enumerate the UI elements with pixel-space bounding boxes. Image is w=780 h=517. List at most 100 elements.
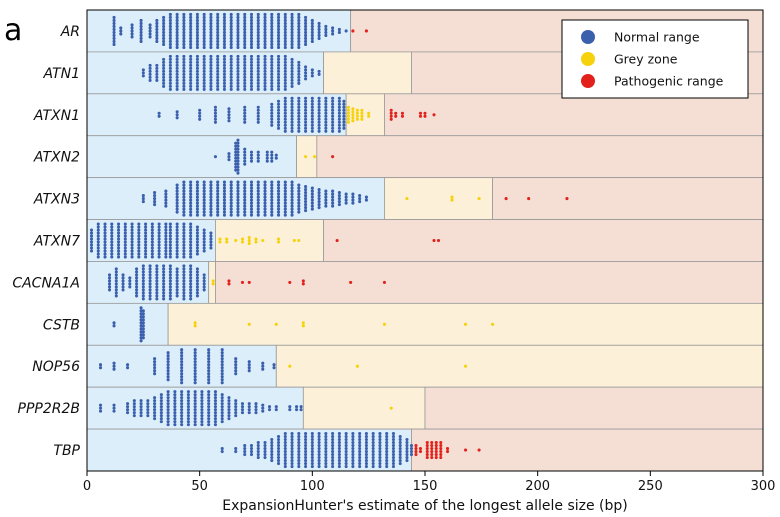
normal-point	[207, 372, 211, 376]
pathogenic-point	[418, 446, 423, 451]
normal-point	[202, 243, 206, 247]
normal-point	[195, 270, 199, 274]
normal-point	[220, 366, 224, 370]
normal-point	[182, 183, 186, 187]
normal-point	[270, 159, 274, 163]
band-grey-nop56	[275, 344, 764, 388]
normal-point	[168, 75, 172, 79]
normal-point	[141, 282, 145, 286]
normal-point	[263, 183, 267, 187]
normal-point	[96, 228, 100, 232]
normal-point	[110, 228, 114, 232]
normal-point	[157, 231, 161, 235]
normal-point	[240, 402, 245, 406]
normal-point	[157, 249, 161, 253]
normal-point	[132, 405, 136, 409]
normal-point	[139, 33, 143, 38]
normal-point	[193, 372, 197, 376]
normal-point	[123, 231, 127, 235]
normal-point	[243, 150, 247, 154]
normal-point	[202, 54, 206, 58]
normal-point	[189, 18, 193, 23]
normal-point	[148, 78, 152, 82]
x-tick-label-150: 150	[413, 479, 438, 494]
normal-point	[283, 437, 287, 442]
normal-point	[222, 180, 227, 184]
normal-point	[121, 282, 125, 286]
normal-point	[283, 452, 287, 457]
normal-point	[351, 461, 355, 466]
normal-point	[297, 449, 301, 454]
normal-point	[193, 393, 197, 397]
normal-point	[119, 26, 123, 30]
grey-zone-point	[234, 238, 238, 243]
normal-point	[310, 21, 314, 26]
normal-point	[236, 15, 240, 20]
normal-point	[290, 66, 294, 70]
normal-point	[89, 249, 94, 253]
normal-point	[263, 39, 267, 44]
normal-point	[234, 153, 238, 157]
normal-point	[283, 129, 287, 133]
normal-point	[209, 237, 213, 241]
normal-point	[270, 54, 274, 58]
normal-point	[202, 69, 206, 73]
normal-point	[249, 36, 254, 41]
zone-bands	[86, 9, 764, 472]
normal-point	[283, 198, 287, 202]
normal-point	[123, 240, 127, 244]
normal-point	[207, 378, 211, 382]
normal-point	[243, 24, 247, 29]
normal-point	[324, 33, 328, 38]
normal-point	[243, 210, 247, 214]
pathogenic-point	[418, 111, 423, 115]
normal-point	[236, 144, 240, 148]
normal-point	[310, 105, 314, 109]
normal-point	[182, 201, 186, 205]
pathogenic-point	[389, 111, 393, 115]
normal-point	[168, 87, 172, 91]
normal-point	[141, 285, 145, 289]
normal-point	[135, 267, 139, 271]
normal-point	[189, 234, 193, 238]
normal-point	[256, 33, 260, 38]
normal-point	[385, 461, 389, 466]
normal-point	[358, 461, 362, 466]
normal-point	[189, 78, 193, 82]
normal-point	[107, 288, 112, 292]
normal-point	[391, 437, 396, 442]
normal-point	[249, 443, 254, 448]
normal-point	[276, 42, 281, 47]
normal-point	[189, 294, 193, 298]
normal-point	[153, 360, 157, 364]
normal-point	[222, 66, 227, 70]
normal-point	[290, 120, 294, 124]
normal-point	[229, 198, 233, 202]
normal-point	[157, 234, 161, 238]
normal-point	[290, 75, 294, 79]
normal-point	[182, 207, 186, 211]
normal-point	[297, 63, 301, 67]
normal-point	[227, 417, 231, 421]
normal-point	[141, 321, 145, 325]
normal-point	[276, 87, 281, 91]
normal-point	[249, 15, 254, 20]
normal-point	[290, 180, 294, 184]
normal-point	[175, 18, 179, 23]
normal-point	[256, 12, 260, 17]
normal-point	[276, 81, 281, 85]
band-pathogenic-tbp	[411, 428, 764, 472]
normal-point	[135, 291, 139, 295]
normal-point	[166, 417, 170, 421]
normal-point	[317, 440, 321, 445]
normal-point	[213, 423, 217, 427]
normal-point	[263, 54, 267, 58]
normal-point	[175, 72, 179, 76]
grey-zone-point	[360, 111, 364, 115]
normal-point	[290, 204, 294, 208]
normal-point	[297, 195, 301, 199]
normal-point	[130, 249, 134, 253]
normal-point	[166, 408, 170, 412]
normal-point	[270, 27, 274, 32]
normal-point	[243, 192, 247, 196]
